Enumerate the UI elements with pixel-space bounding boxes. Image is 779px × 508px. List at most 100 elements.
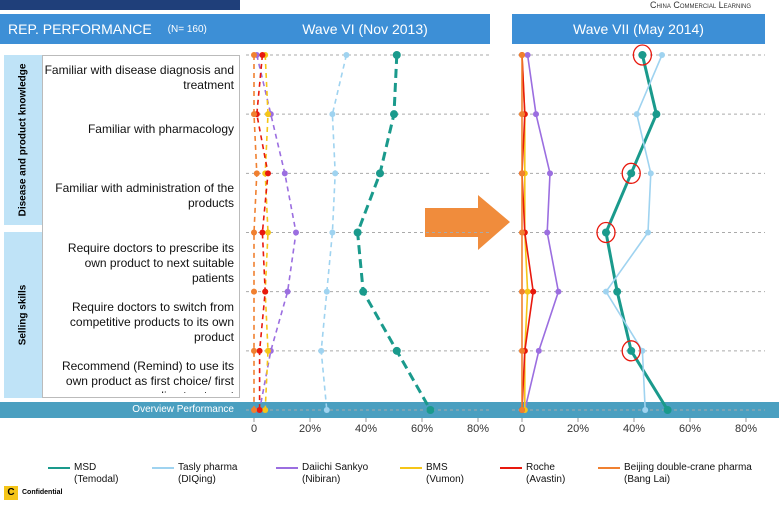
logo: C: [4, 486, 18, 500]
data-point: [652, 110, 661, 119]
category-label: Familiar with administration of the prod…: [55, 181, 234, 211]
data-point: [519, 52, 525, 58]
data-point: [318, 347, 325, 354]
data-point: [259, 229, 266, 236]
highlight-circle: [596, 221, 616, 244]
data-point: [544, 229, 551, 236]
x-tick-label: 80%: [467, 423, 489, 435]
legend-label: Roche (Avastin): [526, 462, 566, 485]
data-point: [663, 406, 672, 414]
data-point: [323, 288, 330, 295]
panel-title: Wave VI (Nov 2013): [302, 21, 428, 37]
legend-item: Roche (Avastin): [500, 462, 610, 486]
data-point: [262, 288, 269, 295]
data-point: [259, 52, 266, 58]
legend-label: BMS (Vumon): [426, 462, 464, 485]
data-point: [332, 170, 339, 177]
legend-item: MSD (Temodal): [48, 462, 158, 486]
legend-item: Daiichi Sankyo (Nibiran): [276, 462, 386, 486]
data-point: [519, 229, 525, 236]
data-point: [262, 407, 269, 413]
highlight-circle: [632, 44, 653, 66]
data-point: [530, 288, 537, 295]
data-point: [251, 111, 257, 118]
data-point: [265, 111, 271, 118]
data-point: [519, 170, 525, 177]
legend-swatch: [500, 467, 522, 469]
data-point: [392, 51, 401, 59]
data-point: [535, 347, 542, 354]
x-tick-label: 60%: [411, 423, 433, 435]
legend-swatch: [598, 467, 620, 469]
sample-size: (N= 160): [167, 23, 207, 35]
highlight-circle: [621, 340, 641, 362]
x-tick-label: 60%: [679, 423, 701, 435]
data-point: [555, 288, 562, 295]
data-point: [603, 288, 609, 295]
data-point: [265, 229, 271, 236]
legend-label: Beijing double-crane pharma (Bang Lai): [624, 462, 752, 485]
data-point: [645, 229, 651, 236]
legend-label: Daiichi Sankyo (Nibiran): [302, 462, 369, 485]
data-point: [392, 346, 401, 355]
data-point: [353, 228, 362, 237]
legend-item: Beijing double-crane pharma (Bang Lai): [598, 462, 778, 486]
data-point: [639, 347, 646, 354]
data-point: [602, 228, 610, 237]
data-point: [642, 407, 649, 413]
legend-label: MSD (Temodal): [74, 462, 119, 485]
brand: China Commercial Learning: [650, 0, 752, 10]
data-point: [633, 111, 640, 118]
category-label: Familiar with disease diagnosis and trea…: [44, 63, 234, 92]
x-tick-label: 40%: [355, 423, 377, 435]
x-tick-label: 80%: [735, 423, 757, 435]
data-point: [329, 229, 336, 236]
data-point: [638, 51, 647, 59]
data-point: [659, 52, 665, 58]
data-point: [519, 407, 525, 413]
data-point: [524, 52, 531, 58]
footer: Confidential: [22, 489, 63, 496]
arrow: [425, 195, 510, 250]
data-point: [647, 170, 654, 177]
panel-title-box: Wave VII (May 2014): [512, 14, 765, 44]
data-point: [627, 346, 636, 355]
x-tick-label: 20%: [299, 423, 321, 435]
data-point: [323, 407, 330, 413]
data-point: [251, 52, 257, 58]
legend-item: BMS (Vumon): [400, 462, 510, 486]
data-point: [256, 347, 263, 354]
data-point: [359, 287, 368, 296]
category-label: Familiar with pharmacology: [87, 122, 234, 137]
legend-swatch: [48, 467, 70, 469]
data-point: [519, 111, 525, 118]
legend-label: Tasly pharma (DIQing): [178, 462, 238, 485]
legend-swatch: [152, 467, 174, 469]
overview-label: Overview Performance: [132, 404, 234, 415]
top-bar: [0, 0, 240, 10]
data-point: [256, 407, 263, 413]
x-tick-label: 40%: [623, 423, 645, 435]
data-point: [265, 347, 271, 354]
x-tick-label: 0: [251, 423, 257, 435]
data-point: [519, 347, 525, 354]
data-point: [253, 170, 260, 177]
data-point: [426, 406, 435, 414]
category-label: Require doctors to prescribe its own pro…: [67, 240, 234, 285]
panel-title-box: Wave VI (Nov 2013): [240, 14, 490, 44]
data-point: [533, 111, 539, 118]
data-point: [251, 229, 257, 236]
data-point: [251, 407, 257, 413]
data-point: [293, 229, 299, 236]
x-tick-label: 0: [519, 423, 525, 435]
series-line: [524, 54, 560, 411]
x-tick-label: 20%: [567, 423, 589, 435]
data-point: [343, 52, 350, 58]
category-box: [42, 55, 240, 398]
data-point: [284, 288, 291, 295]
highlight-circle: [621, 162, 641, 184]
data-point: [329, 111, 336, 118]
overview-bar: [0, 402, 779, 418]
